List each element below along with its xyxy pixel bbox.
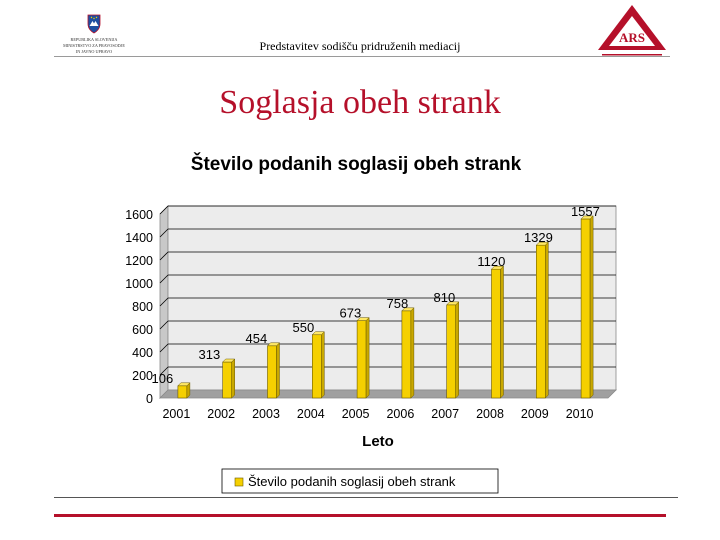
ars-logo-text: ARS xyxy=(619,30,645,45)
y-tick-label: 0 xyxy=(146,392,153,406)
x-tick-label: 2010 xyxy=(566,407,594,421)
y-tick-label: 1000 xyxy=(125,277,153,291)
presentation-subtitle: Predstavitev sodišču pridruženih mediaci… xyxy=(259,39,461,53)
bar-top xyxy=(311,331,325,335)
bar xyxy=(177,385,188,399)
y-tick-label: 1600 xyxy=(125,208,153,222)
bar xyxy=(580,218,591,399)
header-divider xyxy=(54,56,670,57)
x-axis-label: Leto xyxy=(362,433,394,450)
bar-side xyxy=(589,215,594,399)
gridline-side xyxy=(159,228,169,238)
bar-top xyxy=(401,307,415,312)
gridline-side xyxy=(159,343,169,353)
gridline-side xyxy=(159,274,169,284)
data-label: 673 xyxy=(340,306,362,321)
data-label: 106 xyxy=(152,371,174,386)
ars-triangle-logo-icon xyxy=(598,5,666,50)
ministry-name-line-1: REPUBLIKA SLOVENIJA xyxy=(71,37,118,42)
bar xyxy=(535,244,546,399)
bar xyxy=(222,361,232,399)
x-tick-label: 2001 xyxy=(162,407,190,421)
data-label: 1120 xyxy=(477,254,505,269)
bar-side xyxy=(231,358,235,399)
bar xyxy=(401,310,412,399)
y-tick-label: 800 xyxy=(132,300,153,314)
x-tick-label: 2007 xyxy=(431,407,459,421)
legend-swatch xyxy=(234,477,244,487)
data-label: 550 xyxy=(293,320,315,335)
bar xyxy=(267,345,277,399)
bar-side xyxy=(410,307,415,399)
data-label: 810 xyxy=(434,290,456,305)
legend-box xyxy=(221,468,499,494)
chart-title: Število podanih soglasij obeh strank xyxy=(191,153,522,175)
footer-divider xyxy=(54,497,678,498)
gridline-side xyxy=(159,251,169,261)
bar-top xyxy=(177,382,191,387)
bar-top xyxy=(446,301,460,306)
slide-title: Soglasja obeh strank xyxy=(219,84,501,121)
bar-top xyxy=(535,241,549,246)
bar-side xyxy=(545,241,549,399)
data-label: 313 xyxy=(199,347,221,362)
gridline-side xyxy=(159,297,169,307)
bar-top xyxy=(580,215,594,220)
y-tick-label: 200 xyxy=(132,369,153,383)
gridline-side xyxy=(159,205,169,215)
data-label: 758 xyxy=(387,296,409,311)
ministry-logo: REPUBLIKA SLOVENIJA MINISTRSTVO ZA PRAVO… xyxy=(63,14,125,54)
x-tick-label: 2009 xyxy=(521,407,549,421)
bar-side xyxy=(455,301,459,399)
y-tick-label: 1400 xyxy=(125,231,153,245)
data-label: 1329 xyxy=(524,230,553,245)
bar-side xyxy=(276,342,280,399)
y-tick-label: 400 xyxy=(132,346,153,360)
x-tick-label: 2005 xyxy=(342,407,370,421)
y-tick-label: 600 xyxy=(132,323,153,337)
gridline-side xyxy=(159,366,169,376)
bar xyxy=(311,334,322,399)
bar-top xyxy=(266,342,281,347)
x-tick-label: 2004 xyxy=(297,407,325,421)
x-tick-label: 2003 xyxy=(252,407,280,421)
bar xyxy=(356,320,367,399)
ministry-name-line-2: MINISTRSTVO ZA PRAVOSODJE xyxy=(63,43,125,48)
bar-side xyxy=(321,331,325,399)
bar-side xyxy=(365,317,370,399)
data-label: 454 xyxy=(246,331,268,346)
ars-logo: ARS xyxy=(598,5,666,56)
gridline-side xyxy=(159,320,169,330)
data-label: 1557 xyxy=(571,204,600,219)
bar-side xyxy=(500,265,504,399)
bar-top xyxy=(222,358,236,363)
bar xyxy=(446,304,457,399)
legend-label: Število podanih soglasij obeh strank xyxy=(248,474,456,489)
x-tick-label: 2002 xyxy=(207,407,235,421)
x-tick-label: 2006 xyxy=(386,407,414,421)
footer-accent-bar xyxy=(54,514,666,517)
x-tick-label: 2008 xyxy=(476,407,504,421)
y-tick-label: 1200 xyxy=(125,254,153,268)
slovenia-coat-of-arms-icon xyxy=(87,14,101,34)
bar xyxy=(491,268,501,399)
bar-top xyxy=(490,265,505,270)
bar-top xyxy=(356,317,370,321)
ministry-name-line-3: IN JAVNO UPRAVO xyxy=(76,49,112,54)
